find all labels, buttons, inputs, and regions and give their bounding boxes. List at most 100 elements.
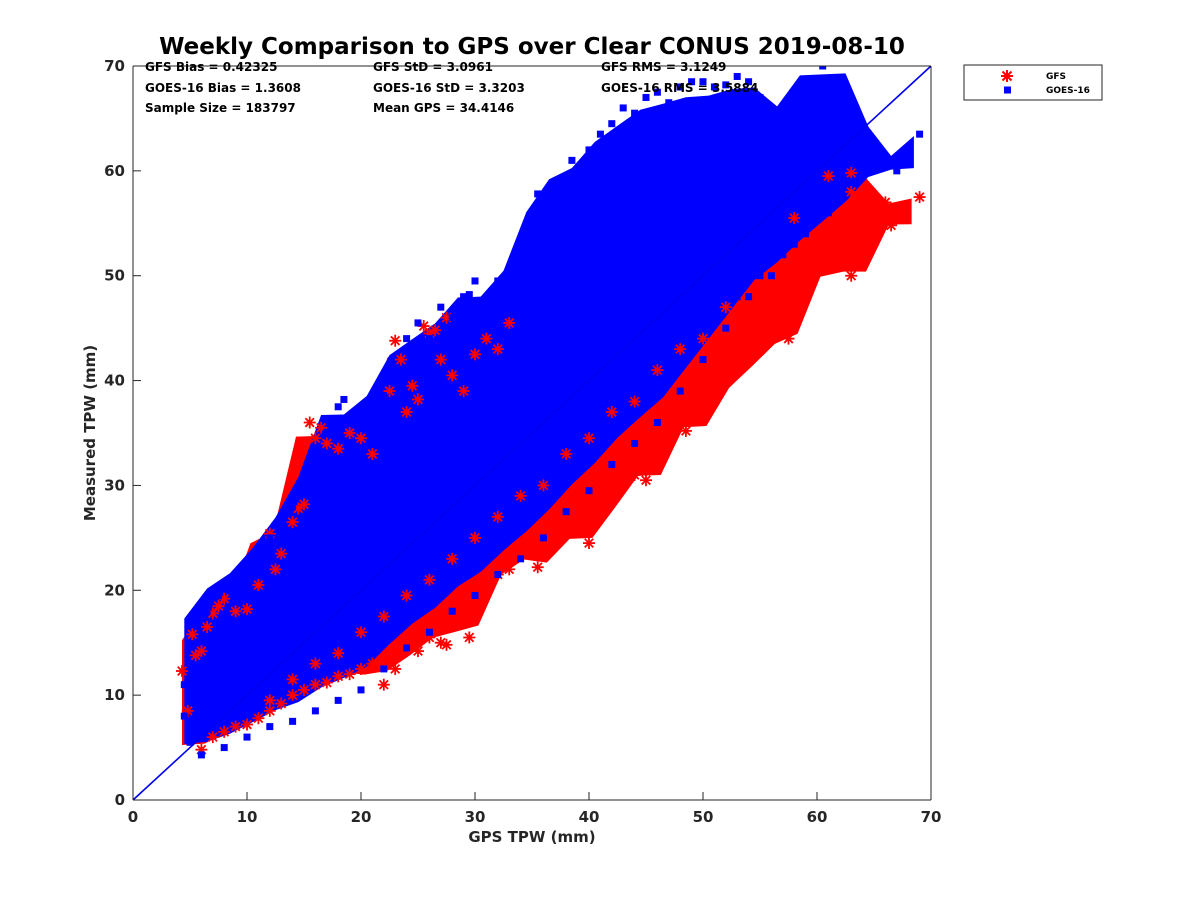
- stat-gfs-bias: GFS Bias = 0.42325: [145, 60, 277, 74]
- gfs-point: [856, 227, 869, 240]
- goes16-point: [357, 686, 365, 694]
- goes16-point: [300, 618, 308, 626]
- goes16-point: [482, 518, 490, 526]
- goes16-point: [380, 392, 388, 400]
- goes16-point: [192, 613, 200, 620]
- goes16-point: [574, 439, 582, 447]
- gfs-point: [212, 600, 225, 613]
- goes16-point: [631, 261, 639, 269]
- goes16-point: [790, 167, 798, 175]
- goes16-point: [391, 534, 399, 542]
- gfs-point: [480, 332, 493, 345]
- gfs-point: [298, 683, 310, 696]
- goes16-point: [403, 471, 411, 479]
- goes16-point: [380, 665, 388, 673]
- x-tick-label: 10: [237, 808, 258, 826]
- goes16-point: [676, 219, 684, 227]
- gfs-point: [377, 678, 390, 691]
- goes16-point: [391, 366, 399, 374]
- gfs-point: [275, 547, 288, 560]
- goes16-point: [311, 460, 319, 468]
- gfs-point: [685, 400, 698, 413]
- goes16-point: [471, 592, 479, 600]
- goes16-point: [534, 190, 542, 198]
- goes16-point: [665, 356, 673, 364]
- goes16-point: [585, 487, 593, 495]
- goes16-point: [460, 534, 468, 542]
- goes16-point: [562, 188, 570, 196]
- goes16-point: [380, 492, 388, 500]
- gfs-point: [788, 212, 801, 225]
- x-tick-label: 40: [579, 808, 600, 826]
- goes16-point: [482, 303, 490, 311]
- gfs-point: [252, 712, 265, 725]
- goes16-point: [767, 104, 775, 112]
- goes16-point: [414, 319, 422, 327]
- gfs-point: [309, 657, 322, 670]
- x-axis-label: GPS TPW (mm): [468, 828, 595, 846]
- goes16-point: [699, 356, 707, 364]
- goes16-point: [642, 377, 650, 385]
- y-tick-label: 40: [104, 372, 125, 390]
- gfs-point: [793, 274, 806, 287]
- gfs-point: [850, 243, 863, 256]
- x-tick-label: 0: [128, 808, 138, 826]
- goes16-point: [220, 639, 228, 647]
- axes: 0 10 20 30 40 50 60 70 0 10 20 30 40 50 60 70: [104, 57, 941, 826]
- goes16-point: [289, 717, 297, 725]
- goes16-point: [790, 151, 798, 159]
- goes16-point: [471, 487, 479, 495]
- goes16-point: [414, 539, 422, 547]
- goes16-point: [494, 277, 502, 285]
- goes16-point: [232, 681, 240, 689]
- gfs-point: [491, 343, 504, 356]
- goes16-point: [300, 665, 308, 673]
- gfs-point: [457, 600, 470, 613]
- goes16-point: [688, 78, 696, 86]
- gfs-point: [679, 424, 692, 437]
- gfs-point: [776, 311, 789, 324]
- goes16-point: [243, 618, 251, 626]
- goes16-point: [517, 555, 525, 563]
- goes16-point: [482, 450, 490, 458]
- goes16-point: [380, 518, 388, 526]
- gfs-point: [560, 447, 573, 460]
- goes16-point: [767, 272, 775, 280]
- gfs-point: [320, 676, 333, 689]
- goes16-point: [323, 649, 331, 657]
- gfs-point: [885, 219, 898, 232]
- goes16-point: [790, 125, 798, 133]
- stat-goes16-std: GOES-16 StD = 3.3203: [373, 81, 525, 95]
- gfs-point: [332, 442, 345, 455]
- gfs-point: [531, 561, 544, 574]
- goes16-point: [220, 681, 228, 689]
- gfs-point: [229, 605, 242, 618]
- gfs-point: [708, 385, 721, 398]
- goes16-point: [756, 272, 764, 280]
- goes16-point: [539, 534, 547, 542]
- gfs-point: [457, 385, 470, 398]
- goes16-point: [608, 282, 616, 290]
- goes16-point: [180, 712, 188, 720]
- gfs-point: [697, 390, 709, 403]
- gfs-point: [366, 447, 379, 460]
- goes16-point: [676, 83, 684, 91]
- gfs-point: [355, 662, 367, 675]
- goes16-point: [471, 408, 479, 416]
- goes16-point: [745, 183, 753, 191]
- gfs-point: [526, 542, 538, 555]
- gfs-point: [697, 332, 709, 345]
- gfs-point: [754, 343, 766, 356]
- gfs-point: [788, 306, 801, 319]
- x-ticks: 0 10 20 30 40 50 60 70: [128, 792, 941, 826]
- goes16-dense-band: [184, 73, 914, 745]
- gfs-point: [366, 657, 379, 670]
- goes16-point: [425, 476, 433, 484]
- goes16-point: [528, 476, 536, 484]
- gfs-point: [617, 474, 630, 487]
- goes16-point: [631, 109, 639, 117]
- series-gfs: [176, 166, 926, 756]
- goes16-point: [870, 151, 878, 159]
- goes16-point: [254, 544, 262, 552]
- goes16-point: [653, 88, 661, 96]
